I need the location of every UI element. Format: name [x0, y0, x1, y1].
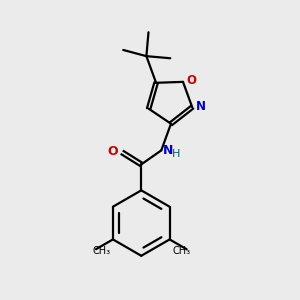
Text: O: O [108, 145, 118, 158]
Text: CH₃: CH₃ [92, 246, 110, 256]
Text: N: N [196, 100, 206, 112]
Text: O: O [186, 74, 196, 87]
Text: CH₃: CH₃ [172, 246, 190, 256]
Text: H: H [172, 149, 181, 159]
Text: N: N [162, 144, 173, 157]
